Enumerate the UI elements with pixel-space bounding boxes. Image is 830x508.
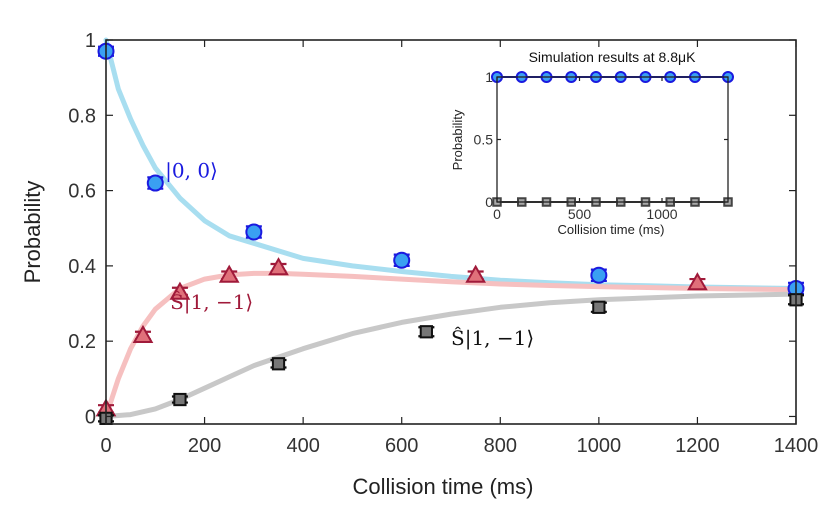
y-tick-label: 0.2: [68, 331, 96, 353]
data-point-circle: [393, 251, 411, 269]
data-point-triangle: [687, 272, 708, 291]
data-point-square: [592, 300, 606, 314]
series-annotation: Ŝ|1, −1⟩: [451, 325, 534, 351]
x-tick-label: 200: [188, 435, 221, 457]
x-axis-label: Collision time (ms): [353, 474, 534, 499]
fit-curve-2: [103, 291, 799, 419]
axes-box: [105, 39, 797, 425]
data-point-square: [419, 325, 433, 339]
series-annotation: Ŝ|1, −1⟩: [170, 289, 253, 315]
data-point-triangle: [132, 324, 154, 343]
inset-x-axis-label: Collision time (ms): [558, 222, 665, 237]
data-point-triangle: [169, 281, 191, 300]
y-axis-label: Probability: [20, 181, 45, 284]
x-tick-label: 500: [568, 206, 592, 222]
main-plot: 0 200 400 600 800 1000 1200 1400 0 0.2 0.4 0.6 0.8 1 |…: [68, 30, 818, 457]
x-tick-label: 1400: [774, 435, 819, 457]
data-point-triangle: [218, 264, 240, 283]
data-point-square: [173, 392, 187, 407]
inset-title: Simulation results at 8.8μK: [529, 49, 696, 65]
y-tick-label: 0.5: [474, 132, 494, 148]
y-tick-label: 0: [85, 406, 96, 428]
data-point-circle: [146, 174, 164, 192]
y-tick-label: 0: [485, 194, 493, 210]
x-tick-label: 1200: [675, 435, 720, 457]
x-tick-label: 400: [286, 435, 319, 457]
inset-y-axis-label: Probability: [450, 109, 465, 170]
y-tick-label: 0.8: [68, 105, 96, 127]
y-tick-label: 1: [85, 30, 96, 52]
x-tick-label: 600: [385, 435, 418, 457]
y-tick-label: 1: [485, 69, 493, 85]
x-tick-label: 0: [493, 206, 501, 222]
data-point-circle: [245, 223, 263, 241]
data-point-square: [271, 357, 286, 371]
data-point-circle: [590, 266, 608, 284]
x-tick-label: 1000: [577, 435, 622, 457]
data-point-triangle: [268, 257, 289, 276]
y-tick-label: 0.4: [68, 256, 96, 278]
y-tick-label: 0.6: [68, 181, 96, 203]
inset-plot: 0 500 1000 0 0.5 1: [430, 50, 750, 242]
x-tick-label: 1000: [646, 206, 677, 222]
x-tick-label: 800: [484, 435, 517, 457]
series-annotation: |0, 0⟩: [165, 158, 218, 183]
x-tick-label: 0: [100, 435, 111, 457]
data-point-triangle: [465, 264, 486, 283]
